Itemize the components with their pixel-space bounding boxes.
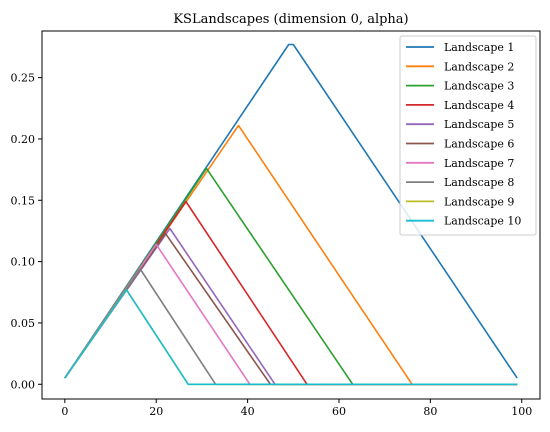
legend-entry-label: Landscape 2 <box>444 60 514 73</box>
x-tick-label: 20 <box>149 405 163 418</box>
series-lines <box>64 43 518 386</box>
legend-entry-label: Landscape 8 <box>444 176 514 189</box>
plot-area <box>41 30 541 400</box>
legend-entry-label: Landscape 5 <box>444 118 514 131</box>
y-tick-label: 0.20 <box>11 133 36 146</box>
series-line-landscape-10 <box>64 288 518 386</box>
chart-title: KSLandscapes (dimension 0, alpha) <box>173 12 408 27</box>
legend-entry-label: Landscape 9 <box>444 195 514 208</box>
legend-entry-label: Landscape 1 <box>444 41 514 54</box>
x-tick-label: 60 <box>332 405 346 418</box>
legend-entry-label: Landscape 6 <box>444 138 514 151</box>
legend-entry-label: Landscape 3 <box>444 80 514 93</box>
series-line-landscape-6 <box>64 232 518 386</box>
legend-entry-label: Landscape 7 <box>444 157 514 170</box>
series-line-landscape-8 <box>64 268 518 386</box>
y-axis: 0.00 0.05 0.10 0.15 0.20 0.25 <box>11 72 42 391</box>
series-line-landscape-7 <box>64 243 518 386</box>
y-tick-label: 0.15 <box>11 194 36 207</box>
x-tick-label: 100 <box>511 405 532 418</box>
x-axis: 0 20 40 60 80 100 <box>61 399 532 418</box>
legend: Landscape 1 Landscape 2 Landscape 3 Landsca… <box>399 35 537 236</box>
y-tick-label: 0.00 <box>11 378 36 391</box>
series-line-landscape-9 <box>64 288 518 386</box>
x-tick-label: 40 <box>241 405 255 418</box>
y-tick-label: 0.10 <box>11 256 36 269</box>
y-tick-label: 0.05 <box>11 317 36 330</box>
legend-entry-label: Landscape 10 <box>444 215 521 228</box>
y-tick-label: 0.25 <box>11 72 36 85</box>
legend-entry-label: Landscape 4 <box>444 99 514 112</box>
x-tick-label: 80 <box>423 405 437 418</box>
x-tick-label: 0 <box>61 405 68 418</box>
